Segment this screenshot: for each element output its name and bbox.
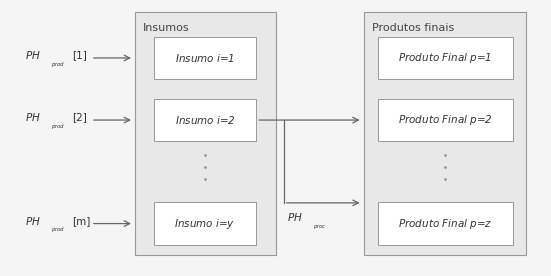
Text: $PH$: $PH$	[25, 111, 41, 123]
Text: Insumo $i$=y: Insumo $i$=y	[174, 217, 236, 230]
Text: Insumos: Insumos	[143, 23, 190, 33]
Bar	[378, 99, 512, 142]
Text: Produtos finais: Produtos finais	[372, 23, 454, 33]
Text: Insumo $i$=1: Insumo $i$=1	[175, 52, 235, 64]
Text: Produto Final $p$=1: Produto Final $p$=1	[398, 51, 492, 65]
Text: Produto Final $p$=2: Produto Final $p$=2	[398, 113, 493, 127]
Text: $_{prod}$: $_{prod}$	[51, 122, 66, 132]
Text: $_{prod}$: $_{prod}$	[51, 226, 66, 235]
Bar	[154, 99, 256, 142]
Text: [1]: [1]	[72, 50, 87, 60]
Bar	[364, 12, 526, 255]
Text: [2]: [2]	[72, 112, 87, 122]
Text: $_{proc}$: $_{proc}$	[313, 222, 327, 231]
Text: $PH$: $PH$	[25, 215, 41, 227]
Text: $_{prod}$: $_{prod}$	[51, 60, 66, 70]
Bar	[135, 12, 276, 255]
Text: Insumo $i$=2: Insumo $i$=2	[175, 114, 235, 126]
Bar	[378, 202, 512, 245]
Text: [m]: [m]	[72, 216, 90, 226]
Bar	[154, 36, 256, 79]
Text: Produto Final $p$=z: Produto Final $p$=z	[398, 217, 493, 230]
Text: $PH$: $PH$	[287, 211, 302, 223]
Text: $PH$: $PH$	[25, 49, 41, 61]
Bar	[154, 202, 256, 245]
Bar	[378, 36, 512, 79]
